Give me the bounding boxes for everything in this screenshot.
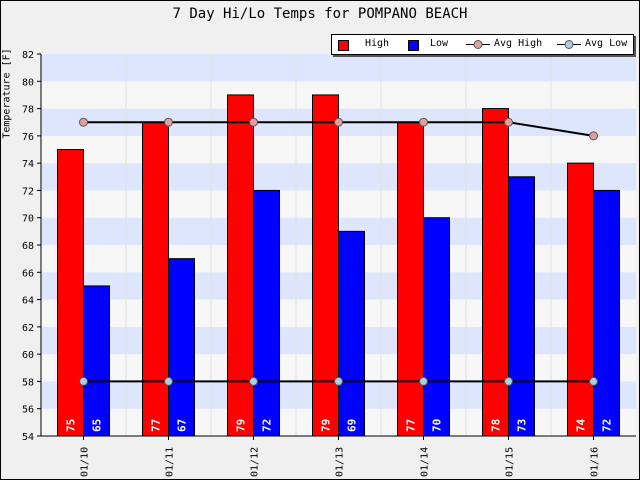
marker-avg-high	[334, 117, 343, 127]
data-label-low: 72	[601, 419, 614, 432]
legend-swatch-low	[408, 40, 419, 51]
x-tick-label: 01/14	[420, 447, 431, 477]
y-tick-label: 58	[22, 377, 34, 388]
bar-low	[253, 189, 280, 437]
bar-low	[338, 230, 365, 437]
x-tick-label: 01/12	[250, 447, 261, 477]
x-tick-labels: 01/10 01/11 01/12 01/13 01/14 01/15 01/16	[80, 436, 601, 477]
legend-marker-avg-high	[466, 40, 490, 49]
y-tick-label: 68	[22, 241, 34, 252]
marker-avg-low	[164, 376, 173, 386]
data-label-low: 72	[261, 419, 274, 432]
data-label-high: 77	[405, 419, 418, 432]
y-tick-label: 60	[22, 350, 34, 361]
y-tick-label: 62	[22, 323, 34, 334]
data-label-high: 78	[490, 419, 503, 432]
bar-low	[593, 189, 620, 437]
bar-low	[168, 258, 195, 437]
y-tick-label: 82	[22, 50, 34, 61]
marker-avg-low	[249, 376, 258, 386]
marker-avg-high	[164, 117, 173, 127]
y-tick-label: 66	[22, 268, 34, 279]
data-label-low: 65	[91, 419, 104, 432]
marker-avg-low	[79, 376, 88, 386]
x-tick-label: 01/16	[590, 447, 601, 477]
legend-label-avg-high: Avg High	[494, 38, 543, 49]
x-tick-label: 01/13	[335, 447, 346, 477]
plot-band	[41, 54, 636, 82]
legend-label-high: High	[365, 38, 390, 49]
bar-high	[57, 149, 84, 437]
y-tick-label: 54	[22, 432, 34, 443]
y-tick-label: 76	[22, 132, 34, 143]
bar-low	[83, 285, 110, 437]
legend: High Low Avg High Avg Low	[331, 34, 634, 55]
data-label-high: 79	[320, 419, 333, 432]
marker-avg-high	[249, 117, 258, 127]
y-tick-label: 80	[22, 77, 34, 88]
vertical-gridlines	[125, 54, 552, 436]
bar-high	[482, 108, 509, 437]
y-tick-label: 72	[22, 186, 34, 197]
bar-high	[142, 121, 169, 437]
marker-avg-high	[419, 117, 428, 127]
marker-avg-low	[589, 376, 598, 386]
marker-avg-low	[419, 376, 428, 386]
legend-label-low: Low	[430, 38, 449, 49]
data-label-high: 77	[150, 419, 163, 432]
y-tick-labels: 54 56 58 60 62 64 66 68 70 72 74 76 78 80 82	[22, 50, 41, 443]
y-tick-label: 70	[22, 214, 34, 225]
y-tick-label: 64	[22, 296, 34, 307]
bar-high	[227, 94, 254, 437]
marker-avg-low	[334, 376, 343, 386]
marker-avg-high	[79, 117, 88, 127]
legend-swatch-high	[338, 40, 349, 51]
bar-low	[423, 217, 450, 437]
x-tick-label: 01/10	[80, 447, 91, 477]
bar-high	[567, 162, 594, 437]
bar-high	[397, 121, 424, 437]
x-tick-label: 01/11	[165, 447, 176, 477]
legend-marker-avg-low	[557, 40, 581, 49]
legend-marker	[564, 40, 574, 49]
bar-low	[508, 176, 535, 437]
average-lines	[79, 117, 598, 386]
legend-label-avg-low: Avg Low	[585, 38, 628, 49]
y-axis-label: Temperature [F]	[1, 48, 13, 139]
legend-marker	[473, 40, 483, 49]
data-label-high: 75	[65, 419, 78, 432]
data-label-high: 74	[575, 418, 588, 432]
chart-title: 7 Day Hi/Lo Temps for POMPANO BEACH	[172, 6, 468, 22]
marker-avg-high	[589, 131, 598, 141]
x-tick-label: 01/15	[505, 447, 516, 477]
data-label-low: 70	[431, 419, 444, 432]
y-tick-label: 74	[22, 159, 34, 170]
y-tick-label: 56	[22, 405, 34, 416]
data-label-low: 69	[346, 419, 359, 432]
data-label-high: 79	[235, 419, 248, 432]
data-label-low: 73	[516, 419, 529, 432]
bar-value-labels: 75 77 79 79 77 78 74 65 67 72 69 70 73 72	[65, 418, 614, 432]
marker-avg-high	[504, 117, 513, 127]
data-label-low: 67	[176, 419, 189, 432]
bar-high	[312, 94, 339, 437]
marker-avg-low	[504, 376, 513, 386]
y-tick-label: 78	[22, 105, 34, 116]
